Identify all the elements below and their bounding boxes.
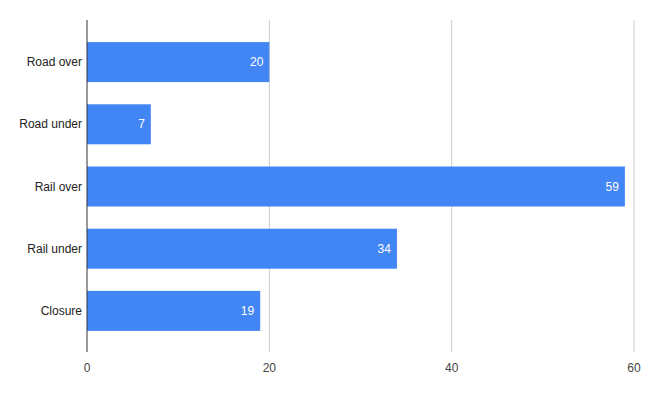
tick-label: 20 [263, 361, 277, 375]
bar [87, 167, 625, 207]
bar [87, 229, 397, 269]
category-label: Closure [41, 304, 83, 318]
tick-label: 0 [84, 361, 91, 375]
category-label: Road over [27, 55, 82, 69]
chart: 0 20 40 60 Road over Road under Rail over Rail … [0, 0, 654, 394]
axis-line [87, 20, 88, 352]
tick-label: 60 [627, 361, 641, 375]
category-label: Rail under [27, 242, 82, 256]
category-label: Rail over [35, 180, 82, 194]
tick-label: 40 [445, 361, 459, 375]
data-label: 19 [241, 304, 255, 318]
data-label: 7 [138, 117, 145, 131]
data-label: 20 [250, 55, 264, 69]
data-label: 59 [606, 180, 620, 194]
bar [87, 291, 260, 331]
grid-line [634, 20, 635, 352]
bar [87, 42, 269, 82]
data-label: 34 [378, 242, 392, 256]
bar [87, 104, 151, 144]
category-label: Road under [19, 117, 82, 131]
